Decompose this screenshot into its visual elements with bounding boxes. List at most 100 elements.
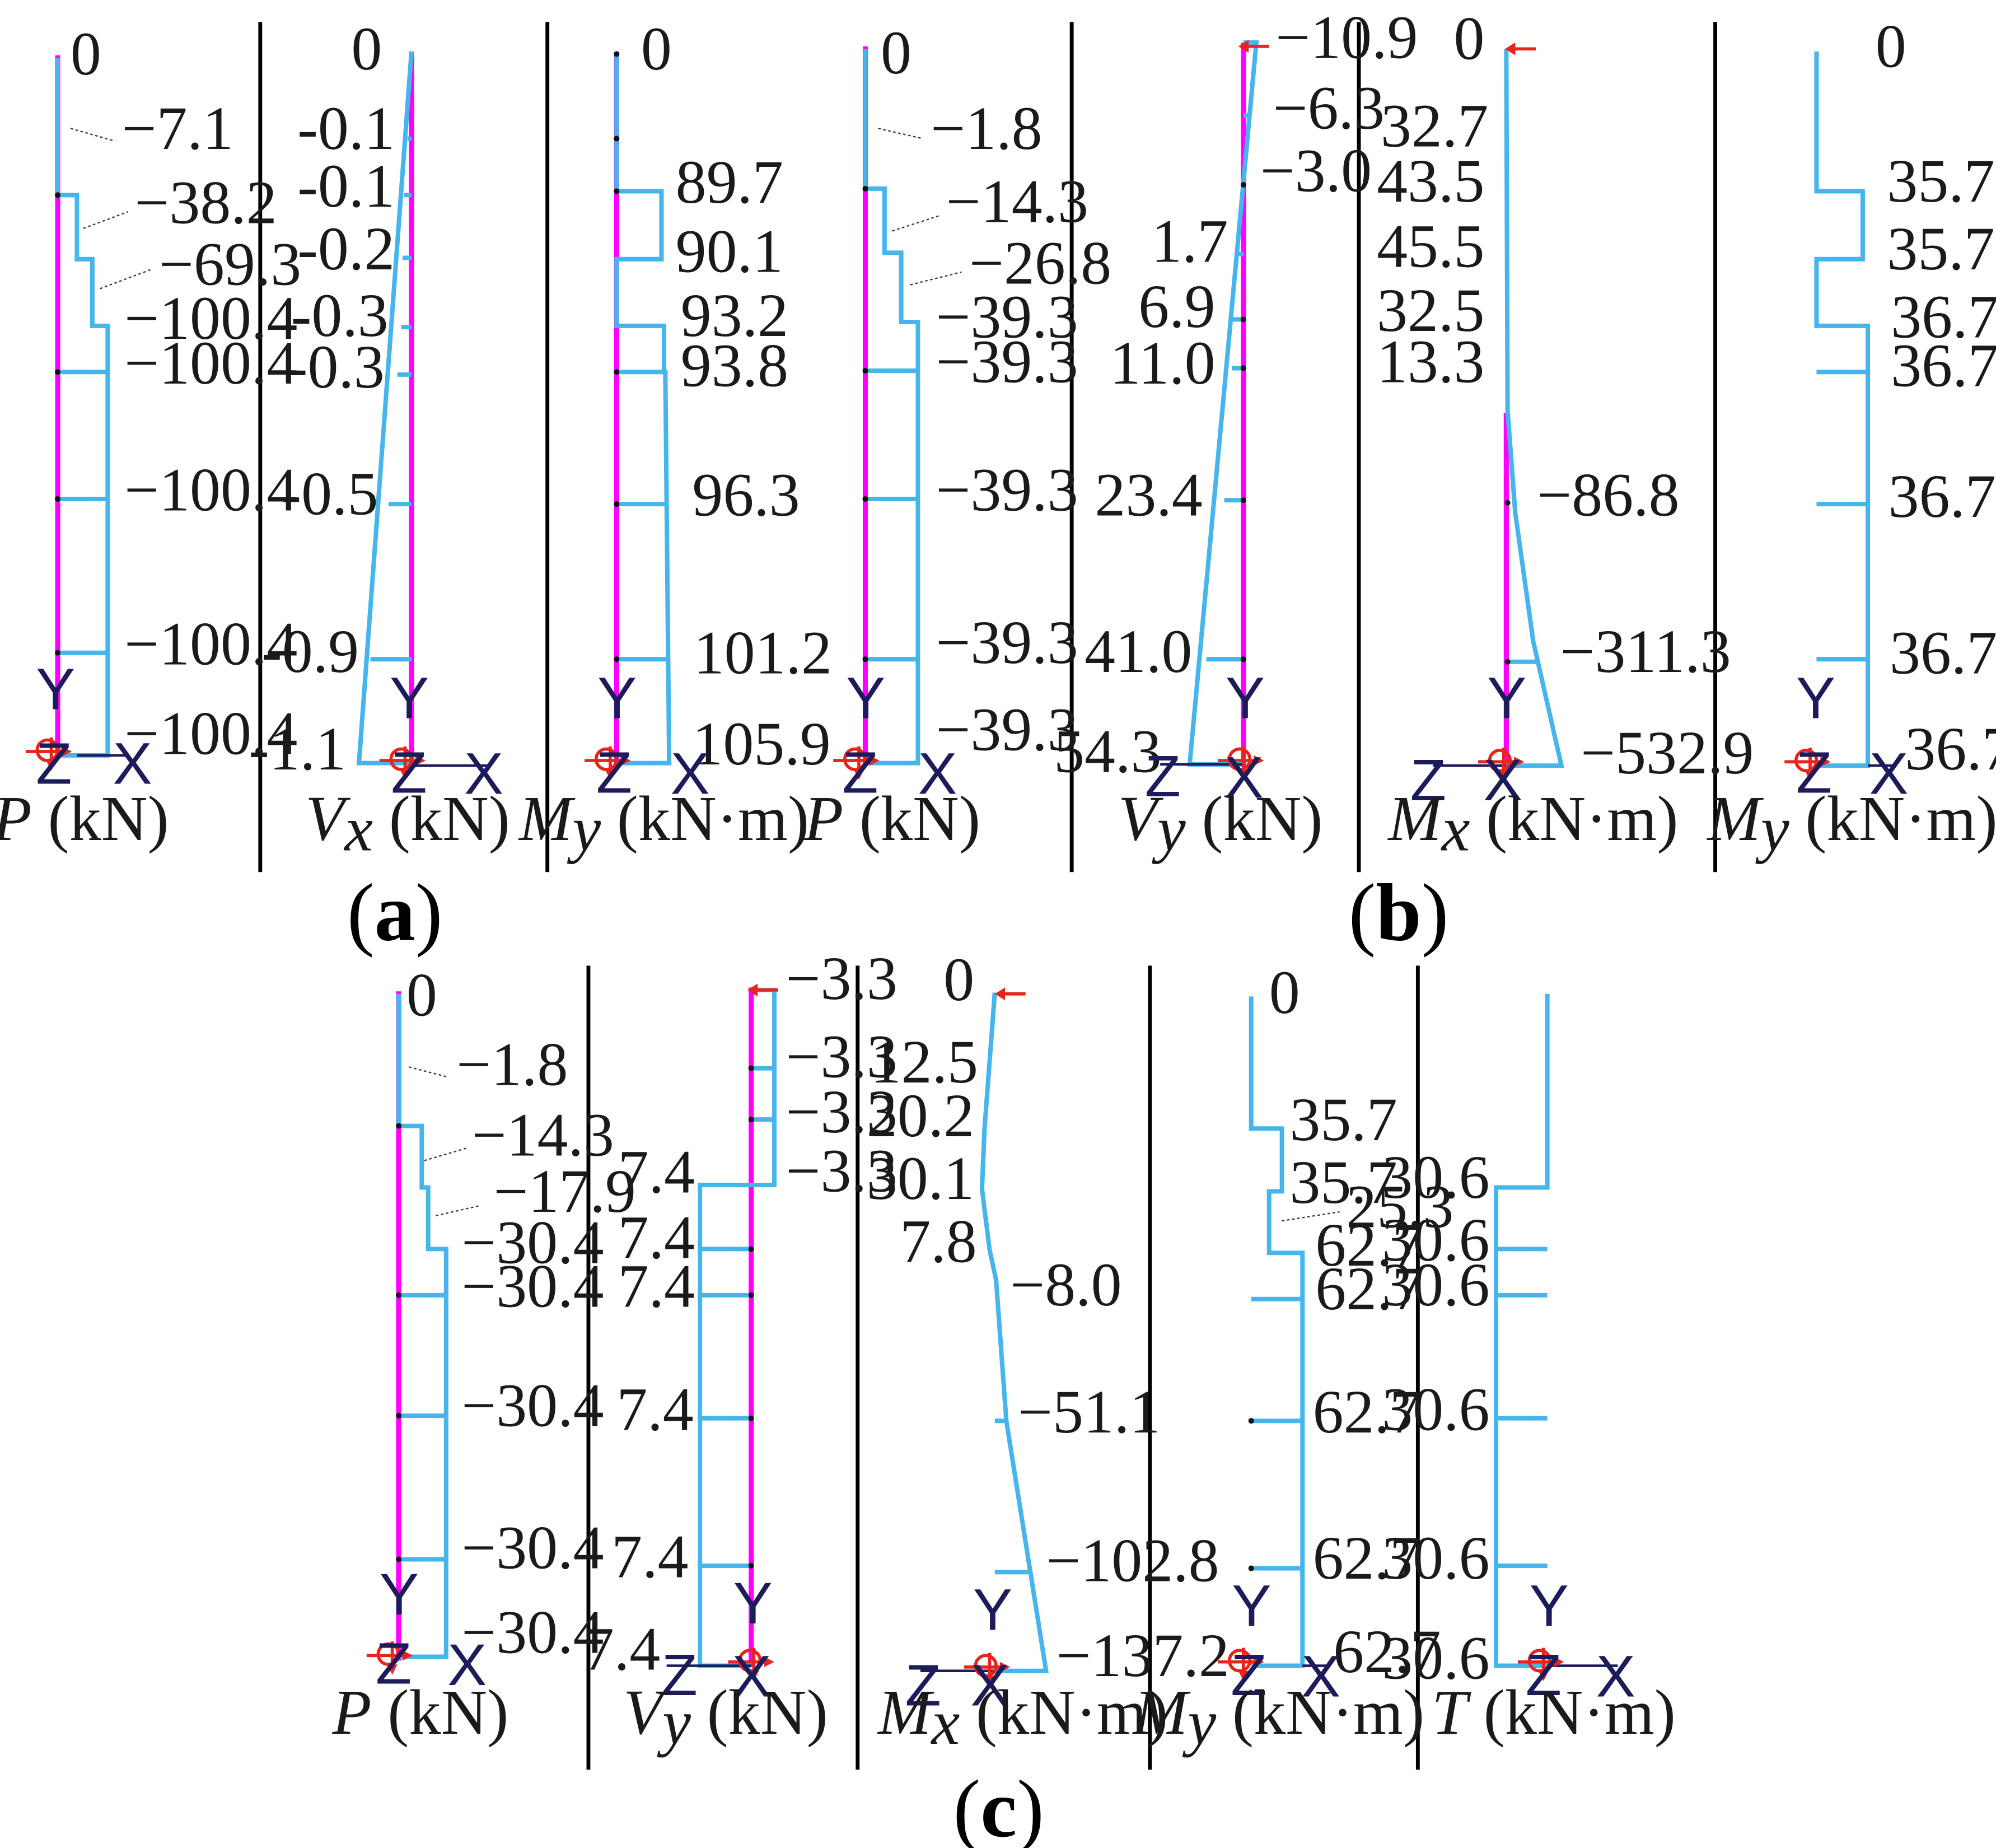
axis-label-x: X	[1301, 1644, 1340, 1710]
quantity-unit: (kN)	[707, 1677, 828, 1748]
value-label: −137.2	[1057, 1621, 1230, 1690]
quantity-subscript: y	[657, 1687, 691, 1758]
support-symbol	[728, 1648, 774, 1682]
value-label: 11.0	[1110, 329, 1215, 397]
node-dot	[1248, 1418, 1254, 1424]
panel-label: (c)	[953, 1763, 1044, 1848]
axis-label-z: Z	[36, 731, 72, 796]
load-arrow-icon	[1238, 40, 1269, 53]
axis-label-x: X	[464, 741, 503, 807]
panel-paren: )	[1422, 867, 1449, 958]
node-dot	[1240, 316, 1247, 323]
diagram-caption: P (kN)	[803, 783, 980, 854]
support-symbol	[1218, 1648, 1264, 1682]
value-label: 36.7	[1889, 462, 1996, 530]
value-label: 6.9	[1138, 272, 1215, 340]
value-label: 35.7	[1289, 1148, 1397, 1216]
node-dot	[614, 51, 620, 57]
value-label: 89.7	[676, 148, 783, 216]
axis-label-y: Y	[1226, 666, 1265, 731]
axis-label-x: X	[1224, 745, 1264, 810]
node-dot	[614, 136, 620, 142]
quantity-subscript: y	[567, 793, 601, 864]
node-dot	[614, 188, 620, 194]
value-label: 93.2	[681, 281, 788, 349]
diagram-outline	[1504, 49, 1564, 768]
value-label: 23.4	[1095, 461, 1202, 529]
caption-space	[960, 1677, 976, 1748]
axis-label-z: Z	[376, 1631, 412, 1697]
support-arrowhead	[620, 755, 631, 766]
value-label: −26.8	[969, 228, 1111, 297]
axis-label-y: Y	[1487, 666, 1526, 731]
axis-label-x: X	[1869, 741, 1908, 807]
axis-label-x: X	[113, 731, 152, 796]
load-arrowhead	[1505, 42, 1516, 55]
axis-label-y: Y	[390, 666, 429, 731]
value-label: 105.9	[692, 710, 830, 778]
value-label: 35.7	[1887, 147, 1994, 215]
quantity-unit: (kN·m)	[1486, 783, 1678, 854]
value-label: −86.8	[1537, 461, 1679, 529]
leader-line	[910, 271, 962, 286]
leader-line	[100, 269, 152, 290]
axis-label-x: X	[670, 741, 709, 807]
quantity-unit: (kN)	[48, 783, 169, 854]
support-arrowhead	[46, 760, 57, 771]
panel-letter: a	[375, 867, 415, 958]
axis-label-y: Y	[1796, 666, 1835, 731]
support-symbol	[1784, 748, 1831, 781]
value-label: 25.3	[1346, 1173, 1453, 1241]
value-label: −3.3	[786, 1136, 898, 1205]
value-label: 7.4	[618, 1203, 695, 1271]
support-symbol	[1218, 746, 1264, 780]
quantity-subscript: y	[1182, 1687, 1216, 1758]
axis-label-y: Y	[380, 1562, 419, 1627]
support-arrowhead	[1238, 769, 1249, 780]
value-label: 0	[1453, 4, 1484, 73]
diagram-outline	[1494, 993, 1550, 1668]
value-label: 36.7	[1890, 618, 1996, 687]
value-label: -0.5	[281, 459, 378, 528]
value-label: −38.2	[134, 169, 277, 237]
support-arrowhead	[764, 1656, 774, 1667]
node-dot	[1240, 656, 1247, 662]
support-symbol	[379, 746, 426, 780]
value-label: 62.7	[1333, 1617, 1441, 1686]
load-arrow-icon	[747, 983, 778, 997]
axis-label-z: Z	[1526, 1642, 1562, 1708]
quantity-symbol: M	[1707, 783, 1764, 854]
support-arrowhead	[605, 769, 616, 780]
quantity-unit: (kN)	[1202, 783, 1322, 854]
value-label: −10.9	[1275, 3, 1418, 71]
node-dot	[1504, 500, 1511, 506]
value-label: −100.4	[124, 284, 297, 352]
value-label: −1.8	[456, 1030, 568, 1098]
value-label: 12.5	[871, 1028, 978, 1096]
panel-letter: b	[1376, 867, 1422, 958]
caption-space	[601, 783, 617, 854]
value-label: 7.8	[900, 1207, 976, 1275]
value-label: 1.7	[1151, 207, 1228, 275]
quantity-unit: (kN·m)	[617, 783, 809, 854]
value-label: 101.2	[694, 618, 832, 687]
support-arrowhead	[1254, 755, 1264, 766]
node-dot	[748, 1292, 754, 1298]
caption-space	[1470, 783, 1487, 854]
value-label: 62.7	[1313, 1378, 1420, 1446]
support-arrowhead	[1554, 1656, 1564, 1667]
axis-label-y: Y	[846, 666, 885, 731]
panel-paren: )	[415, 867, 443, 958]
value-label: 45.5	[1377, 212, 1484, 281]
value-label: −30.4	[461, 1208, 604, 1277]
value-label: 62.7	[1315, 1211, 1423, 1279]
axis-label-z: Z	[905, 1653, 941, 1719]
support-symbol	[366, 1641, 413, 1675]
node-dot	[1504, 659, 1511, 665]
quantity-subscript: x	[1441, 793, 1470, 864]
value-label: 13.3	[1377, 328, 1484, 396]
value-label: 30.6	[1382, 1375, 1489, 1443]
value-label: 20.2	[867, 1081, 974, 1150]
value-label: -0.1	[297, 152, 395, 220]
